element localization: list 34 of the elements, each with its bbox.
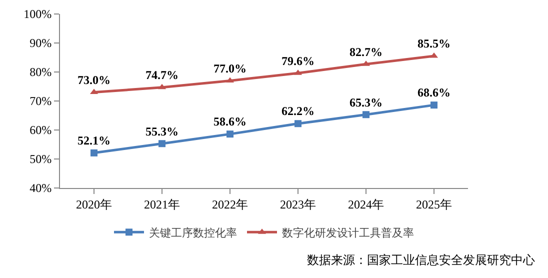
data-label: 68.6% <box>418 86 450 100</box>
data-label: 58.6% <box>214 114 246 129</box>
data-label: 65.3% <box>350 95 382 110</box>
data-label: 74.7% <box>146 68 178 82</box>
data-label: 52.1% <box>78 134 110 148</box>
point <box>158 140 166 148</box>
y-tick-label: 60% <box>30 123 52 138</box>
x-tick-label: 2021年 <box>144 197 180 212</box>
data-label: 62.2% <box>282 104 314 118</box>
source-note: 数据来源：国家工业信息安全发展研究中心 <box>307 253 535 267</box>
point <box>362 111 370 118</box>
y-tick-label: 80% <box>30 65 52 80</box>
data-label: 55.3% <box>146 124 178 138</box>
y-tick-label: 40% <box>30 181 52 196</box>
data-label: 82.7% <box>350 44 382 59</box>
y-tick-label: 90% <box>30 36 52 50</box>
data-label: 73.0% <box>78 72 110 87</box>
x-tick-label: 2022年 <box>212 197 248 212</box>
data-label: 79.6% <box>282 54 314 68</box>
y-tick-label: 100% <box>24 7 52 22</box>
point <box>294 120 302 128</box>
x-tick-label: 2020年 <box>76 197 112 212</box>
point <box>90 149 98 156</box>
x-tick-label: 2025年 <box>416 197 452 212</box>
x-tick-label: 2023年 <box>280 197 316 212</box>
data-label: 77.0% <box>214 61 246 76</box>
data-label: 85.5% <box>418 36 450 51</box>
legend-label: 关键工序数控化率 <box>149 226 237 240</box>
point <box>430 102 438 109</box>
x-tick-label: 2024年 <box>348 197 384 212</box>
legend-label: 数字化研发设计工具普及率 <box>282 226 414 240</box>
y-tick-label: 50% <box>30 152 52 166</box>
y-tick-label: 70% <box>30 94 52 108</box>
point <box>226 130 234 138</box>
